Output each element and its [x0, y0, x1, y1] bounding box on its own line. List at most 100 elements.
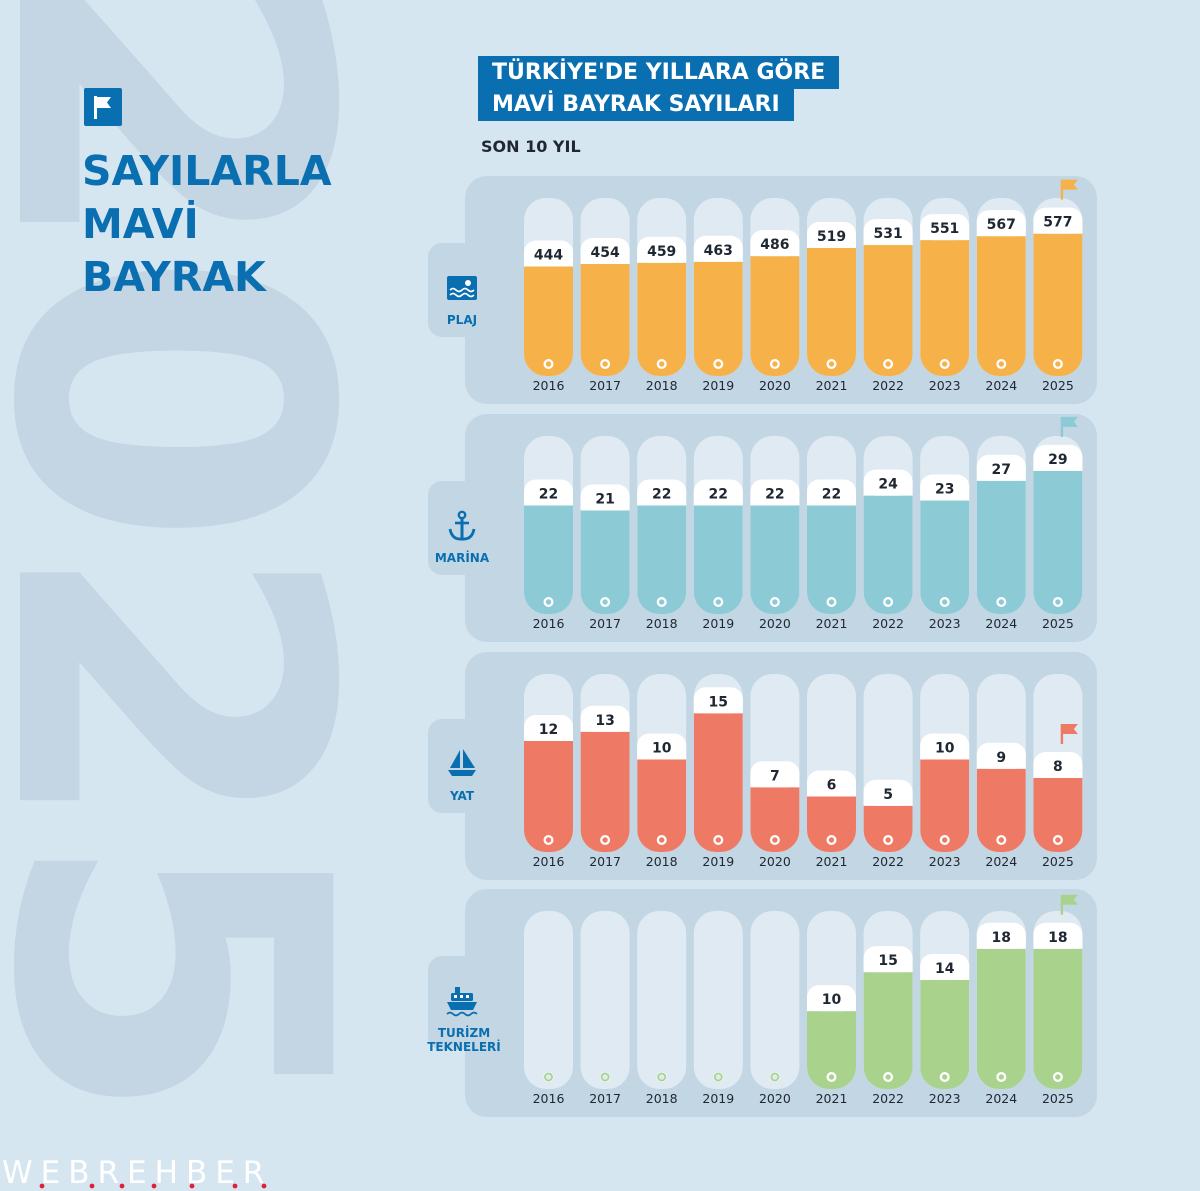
bar-column: 577 2025: [1033, 198, 1083, 393]
flag-marker-icon: [1060, 724, 1078, 744]
tick-label: 2016: [533, 616, 565, 631]
tick-label: 2016: [533, 854, 565, 869]
tick-label: 2025: [1042, 854, 1074, 869]
bar-column: 551 2023: [920, 198, 970, 393]
bar-column: 459 2018: [637, 198, 687, 393]
bar-column: 7 2020: [750, 674, 800, 869]
bar-column: 21 2017: [580, 436, 630, 631]
value-label: 7: [770, 768, 780, 784]
flag-icon: [84, 88, 122, 126]
bar-column: 519 2021: [807, 198, 856, 393]
bar-track: [637, 911, 687, 1089]
value-label: 567: [987, 217, 1016, 233]
tick-label: 2019: [702, 616, 734, 631]
chart-title-line-2: MAVİ BAYRAK SAYILARI: [478, 88, 794, 121]
headline-line-3: BAYRAK: [82, 253, 266, 301]
flag-marker-icon: [1060, 416, 1078, 437]
bar-column: 486 2020: [750, 198, 800, 393]
tick-label: 2022: [872, 378, 904, 393]
bar-track: [580, 911, 630, 1089]
tick-label: 2023: [929, 854, 961, 869]
tick-label: 2022: [872, 854, 904, 869]
bar-column: 5 2022: [863, 674, 913, 869]
series-label: PLAJ: [447, 313, 477, 327]
value-label: 459: [647, 244, 676, 260]
value-label: 13: [595, 713, 614, 729]
bar-column: 24 2022: [863, 436, 913, 631]
value-label: 551: [930, 221, 959, 237]
tick-label: 2022: [872, 1091, 904, 1106]
value-label: 22: [822, 486, 841, 502]
tick-label: 2020: [759, 854, 791, 869]
tick-label: 2018: [646, 616, 678, 631]
tick-label: 2019: [702, 378, 734, 393]
chart-panel-0: PLAJ 444 2016 454 2017 459 2018 463 2019 486 2020 5…: [428, 176, 1097, 404]
bar-column: 22 2018: [637, 436, 687, 631]
value-label: 8: [1053, 759, 1063, 775]
tick-label: 2020: [759, 1091, 791, 1106]
value-label: 22: [709, 486, 728, 502]
bar: [750, 256, 800, 376]
tick-label: 2018: [646, 1091, 678, 1106]
tick-label: 2016: [533, 378, 565, 393]
value-label: 23: [935, 482, 954, 498]
bar: [920, 240, 970, 376]
bar: [863, 805, 913, 852]
tick-label: 2023: [929, 378, 961, 393]
value-label: 10: [935, 741, 955, 757]
bar-column: 14 2023: [920, 911, 970, 1106]
tick-label: 2017: [589, 1091, 621, 1106]
tick-label: 2022: [872, 616, 904, 631]
bar: [1033, 470, 1083, 614]
value-label: 27: [992, 462, 1011, 478]
series-label: YAT: [449, 789, 475, 803]
bar-column: 2020: [750, 911, 800, 1106]
tick-label: 2021: [816, 1091, 848, 1106]
brand-dot: [39, 1183, 45, 1189]
beach-icon: [447, 276, 477, 300]
anchor-icon: [448, 510, 476, 541]
series-label: MARİNA: [435, 550, 490, 565]
brand-dot: [119, 1183, 125, 1189]
value-label: 577: [1043, 215, 1072, 231]
value-label: 444: [534, 247, 563, 263]
bar: [637, 505, 687, 614]
value-label: 24: [878, 477, 898, 493]
bar-column: 2017: [580, 911, 630, 1106]
bar-track: [524, 911, 573, 1089]
bar: [807, 247, 856, 376]
bar-column: 22 2020: [750, 436, 800, 631]
bar-column: 12 2016: [524, 674, 573, 869]
brand-dot: [189, 1183, 195, 1189]
bar-column: 15 2019: [693, 674, 743, 869]
bar-column: 10 2021: [807, 911, 856, 1106]
bar-column: 15 2022: [863, 911, 913, 1106]
tick-label: 2021: [816, 616, 848, 631]
flag-marker-icon: [1060, 179, 1078, 200]
tick-label: 2023: [929, 616, 961, 631]
value-label: 21: [595, 491, 614, 507]
bar-column: 9 2024: [976, 674, 1026, 869]
bar-column: 2019: [693, 911, 743, 1106]
bar-column: 2016: [524, 911, 573, 1106]
chart-subtitle: SON 10 YIL: [481, 137, 581, 156]
bar-column: 2018: [637, 911, 687, 1106]
value-label: 14: [935, 961, 955, 977]
tick-label: 2020: [759, 378, 791, 393]
bar-column: 444 2016: [524, 198, 573, 393]
value-label: 10: [652, 741, 672, 757]
bar-column: 531 2022: [863, 198, 913, 393]
bar: [524, 741, 573, 852]
value-label: 22: [539, 486, 558, 502]
value-label: 22: [765, 486, 784, 502]
value-label: 6: [827, 778, 837, 794]
tick-label: 2018: [646, 378, 678, 393]
bar-column: 463 2019: [693, 198, 743, 393]
tick-label: 2021: [816, 378, 848, 393]
bar: [524, 505, 573, 614]
bar-column: 567 2024: [976, 198, 1026, 393]
bar-column: 13 2017: [580, 674, 630, 869]
tick-label: 2021: [816, 854, 848, 869]
brand-dot: [89, 1183, 95, 1189]
